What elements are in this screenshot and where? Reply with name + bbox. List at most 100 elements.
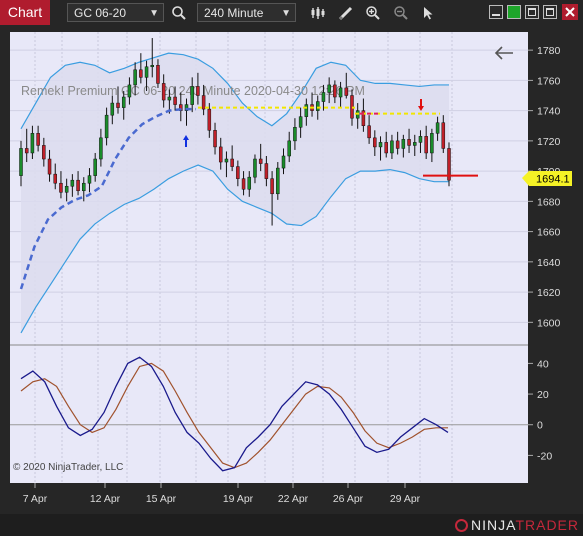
candle-body [207, 108, 212, 131]
candle-body [161, 83, 166, 101]
candle-body [338, 87, 343, 98]
price-tick-label: 1600 [537, 317, 561, 329]
last-price-marker: 1694.1 [522, 171, 572, 186]
candle-body [407, 139, 411, 146]
candle [327, 77, 331, 104]
candle [373, 130, 377, 156]
price-tick-label: 1680 [537, 196, 561, 208]
candle-body [36, 133, 40, 146]
time-tick-label: 7 Apr [23, 493, 48, 505]
candle-body [196, 86, 200, 96]
chart-canvas[interactable]: Remek! Premium GC 06-20 240 Minute 2020-… [0, 0, 583, 514]
candle [161, 74, 166, 108]
zoom-in-icon[interactable] [364, 4, 382, 22]
candle-body [64, 185, 69, 193]
candle [179, 92, 183, 122]
candle [304, 98, 309, 126]
candle-body [127, 84, 132, 98]
candle-body [99, 137, 103, 160]
candle [104, 107, 109, 146]
oscillator-slow-line [20, 362, 448, 469]
candle-body [435, 122, 440, 134]
candle [236, 160, 240, 187]
copyright-text: © 2020 NinjaTrader, LLC [13, 462, 123, 473]
candle [76, 171, 80, 196]
oscillator-tick-label: -20 [537, 450, 552, 462]
candle-body [247, 176, 252, 190]
candle [24, 128, 29, 163]
candle [184, 98, 189, 126]
instrument-selector[interactable]: GC 06-20 ▼ [67, 3, 164, 22]
price-tick-label: 1740 [537, 106, 561, 118]
candle-body [47, 158, 52, 175]
bar-type-icon[interactable] [309, 4, 327, 22]
candle [344, 72, 349, 99]
candle-body [59, 182, 63, 193]
candle [116, 86, 120, 114]
candle [201, 84, 206, 116]
candle [247, 171, 252, 197]
interval-label: 240 Minute [204, 6, 264, 20]
candle [110, 95, 115, 125]
candle [378, 136, 383, 161]
maximize-icon[interactable] [543, 5, 557, 19]
upper-band-line [20, 52, 449, 130]
time-tick-label: 12 Apr [90, 493, 121, 505]
candle-body [173, 96, 177, 105]
chevron-down-icon: ▼ [281, 8, 291, 19]
candle [196, 72, 200, 105]
candle [64, 178, 69, 202]
candle-body [144, 66, 149, 78]
price-tick-label: 1780 [537, 45, 561, 57]
candle-body [413, 142, 417, 146]
instrument-label: GC 06-20 [74, 6, 127, 20]
candle-body [110, 102, 115, 116]
candle [87, 168, 92, 193]
back-arrow-icon[interactable] [494, 46, 513, 60]
pointer-icon[interactable] [419, 4, 437, 22]
close-icon[interactable] [562, 4, 578, 20]
candle-body [384, 142, 388, 154]
candle-body [213, 130, 217, 148]
candle [82, 177, 86, 202]
candle-body [236, 166, 240, 179]
candle-body [298, 116, 303, 128]
candle [338, 81, 343, 108]
zoom-out-icon[interactable] [392, 4, 410, 22]
price-tick-label: 1640 [537, 257, 561, 269]
candle [390, 134, 394, 160]
candle-body [184, 104, 189, 111]
candle-body [321, 92, 326, 102]
candle [207, 103, 212, 138]
time-tick-label: 15 Apr [146, 493, 177, 505]
time-tick-label: 26 Apr [333, 493, 364, 505]
candle-body [418, 136, 423, 143]
candle [127, 77, 132, 105]
up-arrow-icon [183, 135, 189, 147]
candle-body [333, 84, 337, 98]
candle-body [104, 114, 109, 139]
candle [47, 149, 52, 182]
candle [321, 84, 326, 111]
minimize-icon[interactable] [489, 5, 503, 19]
drawing-tool-icon[interactable] [337, 4, 355, 22]
candle [139, 53, 143, 84]
candle-body [361, 110, 366, 126]
candle [173, 86, 177, 111]
candle-body [327, 84, 331, 93]
candle [19, 140, 23, 187]
restore-icon[interactable] [525, 5, 539, 19]
chart-tab[interactable]: Chart [0, 0, 50, 25]
candle-body [367, 125, 371, 139]
candle-body [441, 122, 446, 149]
candle-body [395, 140, 400, 149]
candle-body [270, 178, 274, 195]
interval-selector[interactable]: 240 Minute ▼ [197, 3, 296, 22]
candle [384, 131, 388, 158]
search-icon[interactable] [170, 4, 188, 22]
candle [36, 125, 40, 152]
stay-on-top-icon[interactable] [507, 5, 521, 19]
candle-body [378, 142, 383, 148]
candle-body [42, 145, 46, 160]
candle-body [344, 87, 349, 96]
